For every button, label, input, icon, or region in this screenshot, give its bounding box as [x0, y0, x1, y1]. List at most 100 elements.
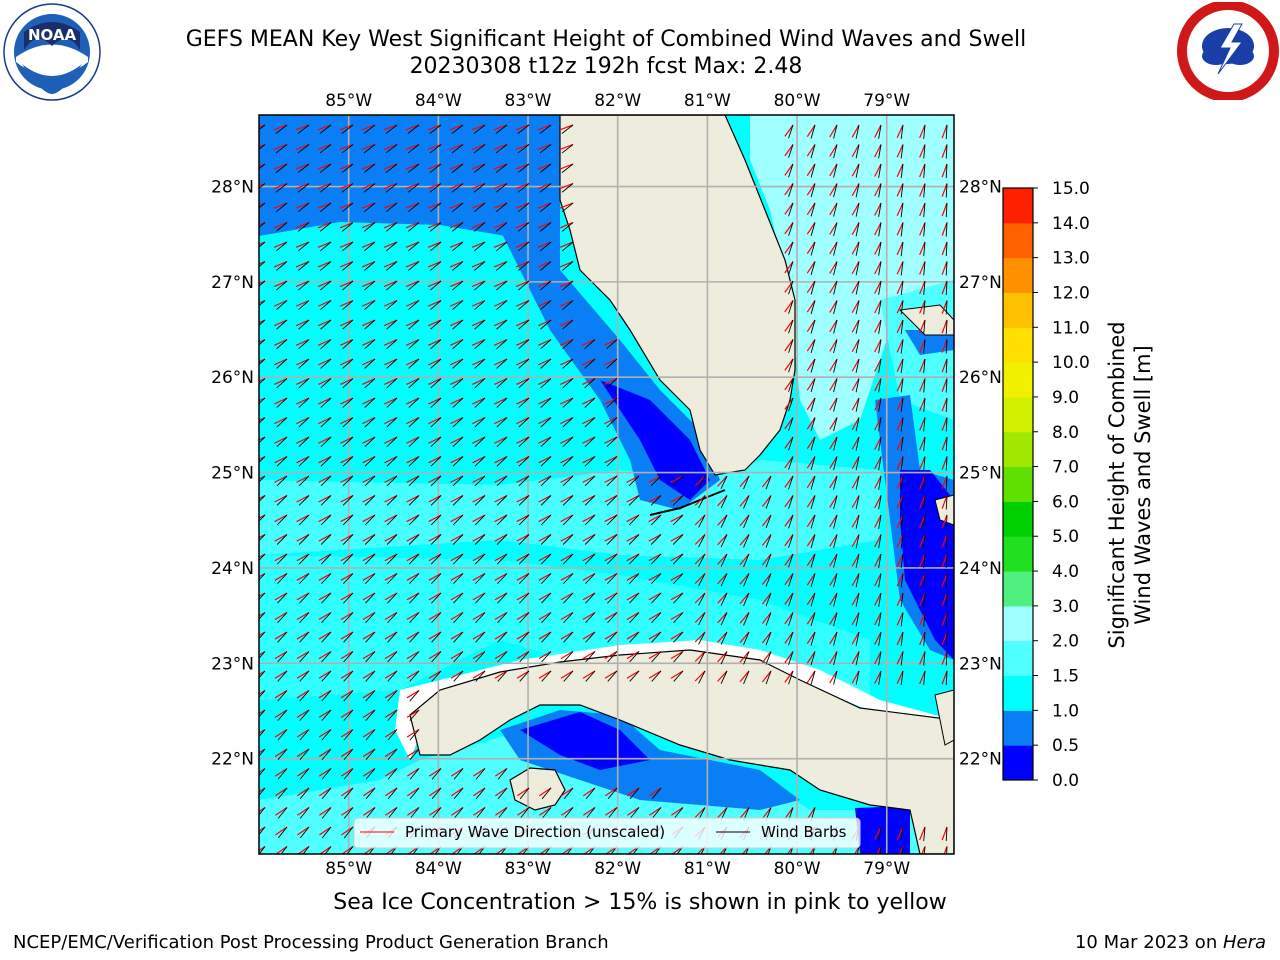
wave-direction-arrow	[806, 514, 816, 528]
wind-barb	[496, 358, 508, 369]
wind-barb	[541, 787, 552, 800]
wave-direction-arrow	[874, 612, 882, 626]
wave-direction-arrow	[829, 300, 838, 313]
wind-barb	[386, 280, 398, 291]
wave-direction-arrow	[670, 572, 684, 581]
wind-barb	[320, 358, 332, 369]
wave-direction-arrow	[538, 377, 552, 386]
wave-direction-arrow	[516, 455, 530, 464]
wave-direction-arrow	[806, 280, 816, 294]
wave-direction-arrow	[761, 475, 772, 488]
wind-barb	[277, 748, 288, 760]
wave-direction-arrow	[538, 670, 552, 679]
wind-barb	[540, 300, 552, 311]
wave-direction-arrow	[493, 143, 508, 150]
wind-barb	[343, 612, 354, 624]
wave-direction-arrow	[648, 553, 662, 562]
wave-direction-arrow	[494, 533, 508, 542]
wave-direction-arrow	[274, 416, 288, 425]
wave-direction-arrow	[537, 280, 552, 288]
wind-barb	[562, 417, 574, 428]
wind-barb	[606, 339, 618, 350]
wind-barb	[321, 573, 332, 584]
wave-direction-arrow	[694, 514, 706, 526]
wind-barb	[900, 514, 904, 529]
wind-barb	[562, 378, 574, 389]
wind-barb	[276, 300, 288, 311]
wind-barb	[321, 807, 332, 819]
wave-direction-arrow	[739, 573, 750, 585]
wave-direction-arrow	[273, 182, 288, 190]
wave-direction-arrow	[851, 456, 860, 470]
wave-direction-arrow	[450, 494, 464, 503]
wave-direction-arrow	[896, 339, 904, 353]
wave-direction-arrow	[340, 650, 354, 660]
wave-direction-arrow	[896, 144, 904, 158]
wave-direction-arrow	[339, 182, 354, 190]
wave-direction-arrow	[874, 378, 882, 392]
wind-barb	[475, 612, 486, 624]
wave-direction-arrow	[851, 436, 860, 450]
wind-barb	[497, 807, 508, 819]
wave-direction-arrow	[428, 475, 442, 483]
wind-barb	[475, 631, 486, 643]
wave-direction-arrow	[383, 280, 398, 288]
wind-barb	[497, 612, 508, 624]
wave-direction-arrow	[784, 339, 794, 352]
wave-direction-arrow	[406, 553, 420, 562]
wind-barb	[833, 319, 838, 334]
wind-barb	[519, 787, 530, 800]
wind-barb	[387, 573, 398, 584]
wave-direction-arrow	[648, 631, 662, 640]
wave-direction-arrow	[259, 221, 266, 226]
wave-direction-arrow	[896, 475, 904, 489]
wave-direction-arrow	[362, 514, 376, 523]
wave-direction-arrow	[494, 475, 508, 483]
wave-direction-arrow	[537, 163, 552, 170]
wind-barb	[855, 651, 860, 666]
wave-direction-arrow	[896, 436, 904, 450]
wind-barb	[259, 358, 266, 366]
wind-barb	[900, 222, 904, 237]
wind-barb	[275, 144, 288, 154]
wind-barb	[833, 612, 838, 627]
wave-direction-arrow	[493, 241, 508, 248]
wind-barb	[276, 553, 288, 565]
wind-barb	[855, 553, 860, 568]
colorbar-tick-label: 2.0	[1052, 632, 1079, 652]
wave-direction-arrow	[273, 319, 288, 327]
wind-barb	[341, 144, 354, 154]
wave-direction-arrow	[896, 670, 904, 684]
wind-barb	[878, 378, 882, 393]
wave-direction-arrow	[428, 494, 442, 503]
wave-direction-arrow	[560, 358, 574, 366]
wind-barb	[900, 670, 904, 685]
wind-barb	[945, 163, 948, 179]
wind-barb	[321, 670, 332, 682]
wave-direction-arrow	[297, 807, 310, 816]
wave-direction-arrow	[560, 572, 574, 581]
wind-barb	[945, 534, 948, 549]
colorbar-segment	[1003, 431, 1033, 468]
wave-direction-arrow	[384, 670, 398, 679]
wind-barb	[363, 163, 376, 174]
wind-barb	[561, 241, 574, 252]
wave-direction-arrow	[361, 182, 376, 190]
wave-direction-arrow	[405, 202, 420, 209]
wave-direction-arrow	[383, 143, 398, 150]
wind-barb	[810, 456, 816, 471]
wind-barb	[363, 202, 376, 213]
wave-direction-arrow	[806, 534, 816, 547]
wind-barb	[923, 670, 926, 685]
wave-direction-arrow	[829, 456, 838, 469]
wind-barb	[878, 612, 882, 627]
wind-barb	[629, 787, 640, 800]
wave-direction-arrow	[428, 572, 442, 581]
wind-barb	[408, 378, 420, 389]
wave-direction-arrow	[784, 124, 794, 137]
wind-barb	[651, 631, 662, 643]
colorbar-tick-label: 15.0	[1052, 179, 1090, 199]
wave-direction-arrow	[806, 670, 816, 684]
wave-direction-arrow	[406, 533, 420, 542]
wind-barb	[452, 300, 464, 311]
